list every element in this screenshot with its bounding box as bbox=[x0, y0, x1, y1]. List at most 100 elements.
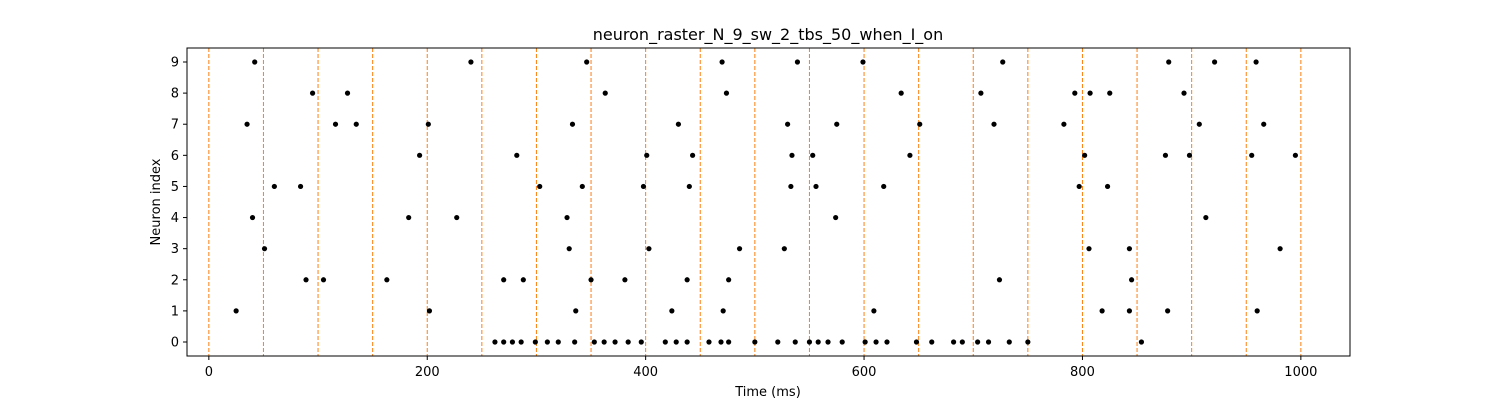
spike-point bbox=[1211, 59, 1218, 65]
spike-point bbox=[566, 246, 572, 252]
spike-point bbox=[810, 152, 816, 158]
spike-point bbox=[959, 339, 965, 345]
spike-point bbox=[825, 339, 831, 345]
spike-point bbox=[929, 339, 935, 345]
spike-point bbox=[788, 183, 794, 190]
spike-point bbox=[625, 339, 631, 345]
x-tick-label: 600 bbox=[852, 365, 877, 380]
spike-point bbox=[271, 183, 277, 190]
spike-point bbox=[1128, 277, 1135, 283]
x-axis-label: Time (ms) bbox=[734, 385, 801, 400]
spike-point bbox=[1076, 183, 1082, 190]
spike-point bbox=[344, 90, 351, 96]
spike-point bbox=[1072, 90, 1078, 96]
spike-point bbox=[898, 90, 904, 96]
spike-point bbox=[996, 277, 1003, 283]
y-tick-label: 8 bbox=[171, 87, 179, 102]
spike-point bbox=[862, 339, 868, 345]
spike-point bbox=[509, 339, 516, 345]
spike-point bbox=[309, 90, 316, 96]
y-tick-label: 3 bbox=[171, 242, 179, 257]
spike-point bbox=[468, 59, 474, 65]
spike-point bbox=[569, 121, 576, 127]
spike-point bbox=[646, 246, 652, 252]
spike-point bbox=[297, 183, 304, 190]
spike-point bbox=[1061, 121, 1067, 127]
spike-point bbox=[991, 121, 997, 127]
x-tick-label: 200 bbox=[415, 365, 440, 380]
spike-point bbox=[860, 59, 866, 65]
spike-point bbox=[579, 183, 585, 190]
spike-point bbox=[588, 277, 594, 283]
spike-point bbox=[572, 339, 578, 345]
spike-point bbox=[669, 308, 675, 314]
spike-point bbox=[1086, 246, 1092, 252]
spike-point bbox=[644, 152, 650, 158]
spike-point bbox=[781, 246, 787, 252]
spike-point bbox=[332, 121, 339, 127]
spike-point bbox=[591, 339, 597, 345]
spike-point bbox=[726, 277, 732, 283]
spike-point bbox=[723, 90, 730, 96]
spike-point bbox=[1166, 59, 1172, 65]
spike-point bbox=[514, 152, 520, 158]
spike-point bbox=[1254, 308, 1260, 314]
spike-point bbox=[873, 339, 879, 345]
spike-point bbox=[573, 308, 579, 314]
plot-frame bbox=[186, 47, 1351, 357]
spike-point bbox=[638, 339, 644, 345]
spike-point bbox=[555, 339, 561, 345]
spike-point bbox=[244, 121, 250, 127]
spike-point bbox=[978, 90, 984, 96]
spike-point bbox=[1087, 90, 1093, 96]
spike-point bbox=[718, 339, 724, 345]
spike-point bbox=[775, 339, 781, 345]
spike-point bbox=[1126, 246, 1133, 252]
spike-point bbox=[884, 339, 890, 345]
spike-point bbox=[736, 246, 743, 252]
spike-point bbox=[1181, 90, 1187, 96]
spike-point bbox=[1249, 152, 1255, 158]
spike-point bbox=[684, 277, 690, 283]
y-tick-label: 4 bbox=[171, 211, 179, 226]
spike-point bbox=[640, 183, 647, 190]
spike-point bbox=[789, 152, 795, 158]
spike-point bbox=[1203, 214, 1209, 221]
spike-point bbox=[1006, 339, 1012, 345]
spike-point bbox=[985, 339, 992, 345]
spike-point bbox=[1126, 308, 1133, 314]
spike-point bbox=[1162, 152, 1169, 158]
spike-point bbox=[839, 339, 845, 345]
spike-point bbox=[544, 339, 550, 345]
spike-points bbox=[233, 59, 1298, 345]
chart-title: neuron_raster_N_9_sw_2_tbs_50_when_I_on bbox=[593, 25, 943, 45]
spike-point bbox=[426, 308, 433, 314]
spike-point bbox=[726, 339, 732, 345]
y-tick-label: 1 bbox=[171, 304, 179, 319]
spike-point bbox=[871, 308, 877, 314]
y-tick-label: 2 bbox=[171, 273, 179, 288]
spike-point bbox=[1000, 59, 1006, 65]
spike-point bbox=[537, 183, 543, 190]
spike-point bbox=[881, 183, 887, 190]
spike-point bbox=[320, 277, 327, 283]
y-tick-label: 0 bbox=[171, 336, 179, 351]
spike-point bbox=[1025, 339, 1031, 345]
spike-point bbox=[794, 59, 801, 65]
spike-point bbox=[1253, 59, 1259, 65]
spike-point bbox=[520, 277, 526, 283]
spike-point bbox=[686, 183, 692, 190]
spike-point bbox=[684, 339, 690, 345]
spike-point bbox=[806, 339, 813, 345]
spike-point bbox=[1196, 121, 1202, 127]
spike-point bbox=[1082, 152, 1088, 158]
spike-point bbox=[233, 308, 239, 314]
spike-point bbox=[1104, 183, 1111, 190]
spike-point bbox=[975, 339, 981, 345]
spike-point bbox=[1099, 308, 1105, 314]
spike-point bbox=[622, 277, 628, 283]
spike-point bbox=[907, 152, 913, 158]
spike-point bbox=[252, 59, 258, 65]
spike-point bbox=[564, 214, 570, 221]
